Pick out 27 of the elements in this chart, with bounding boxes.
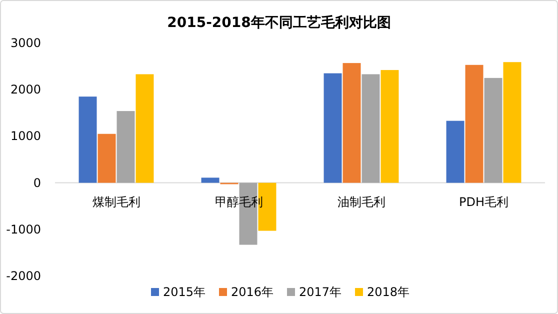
x-tick-label: 油制毛利 (337, 194, 386, 209)
bar (136, 74, 154, 183)
bar (78, 96, 97, 183)
y-tick-label: 0 (33, 176, 41, 190)
bar (503, 62, 522, 183)
bar (201, 178, 220, 183)
y-tick-label: -2000 (6, 269, 41, 283)
x-tick-label: 煤制毛利 (92, 194, 140, 209)
x-tick-label: PDH毛利 (459, 194, 508, 209)
bar (342, 63, 361, 183)
bar (116, 111, 135, 183)
bar (446, 120, 464, 183)
y-tick-label: 1000 (10, 129, 41, 144)
legend-label: 2016年 (231, 285, 274, 299)
y-tick-label: 2000 (10, 82, 41, 97)
bar (484, 78, 502, 183)
y-tick-label: 3000 (10, 36, 41, 50)
chart-title: 2015-2018年不同工艺毛利对比图 (167, 14, 391, 31)
bar (465, 64, 484, 183)
bar (324, 73, 342, 183)
y-tick-label: -1000 (6, 222, 41, 236)
legend-label: 2015年 (163, 285, 206, 299)
bar (98, 134, 116, 183)
bar (380, 70, 399, 183)
legend-label: 2017年 (299, 285, 342, 299)
legend-label: 2018年 (367, 285, 410, 299)
bar (362, 74, 380, 183)
